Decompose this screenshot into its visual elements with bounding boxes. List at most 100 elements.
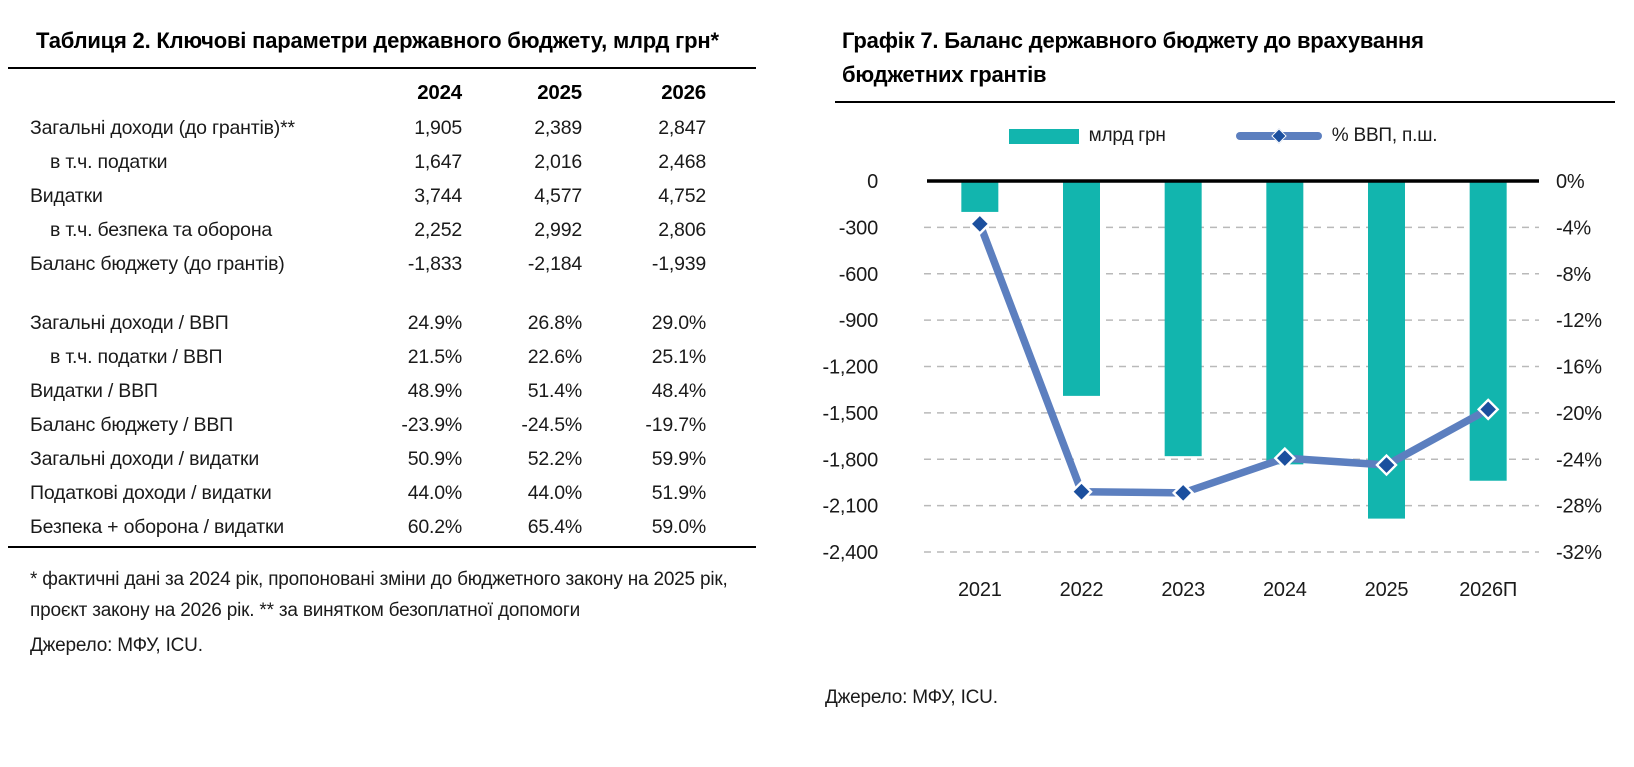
- row-value: 1,905: [414, 116, 462, 139]
- right-axis-tick: -28%: [1556, 496, 1602, 518]
- marker-2023: [1171, 481, 1195, 505]
- marker-2024: [1273, 446, 1297, 470]
- table-spacer-row: [8, 281, 756, 306]
- table-row: Видатки 3,744 4,577 4,752: [8, 179, 756, 213]
- table-source: Джерело: МФУ, ICU.: [30, 635, 203, 657]
- row-value: 1,647: [414, 150, 462, 173]
- table-panel: Таблиця 2. Ключові параметри державного …: [8, 10, 756, 676]
- marker-2025: [1375, 453, 1398, 477]
- table-header-year: 2026: [661, 81, 706, 105]
- row-value: -23.9%: [401, 413, 462, 436]
- marker-2026П: [1476, 398, 1500, 421]
- bar-2022: [1063, 181, 1100, 396]
- row-value: 4,577: [534, 184, 582, 207]
- right-axis-tick: -4%: [1556, 217, 1591, 239]
- left-axis-tick: 0: [867, 171, 878, 193]
- bar-2023: [1164, 181, 1202, 457]
- table-row: Баланс бюджету (до грантів) -1,833 -2,184 -…: [8, 247, 756, 281]
- budget-table: 2024 2025 2026 Загальні доходи (до грант…: [8, 75, 756, 544]
- table-row: в т.ч. податки / ВВП 21.5% 22.6% 25.1%: [8, 340, 756, 374]
- chart-title: Графік 7. Баланс державного бюджету до в…: [842, 28, 1424, 88]
- row-value: 26.8%: [527, 311, 582, 334]
- row-value: -19.7%: [645, 413, 706, 436]
- table-row: Загальні доходи / видатки 50.9% 52.2% 59.9%: [8, 442, 756, 476]
- left-axis-tick: -2,100: [822, 496, 878, 518]
- row-label: Загальні доходи / видатки: [30, 447, 260, 470]
- table-header-row: 2024 2025 2026: [8, 75, 756, 111]
- legend-label-line: % ВВП, п.ш.: [1331, 125, 1438, 147]
- row-value: 2,806: [658, 218, 706, 241]
- table-body: Загальні доходи (до грантів)** 1,905 2,389…: [8, 111, 756, 544]
- x-axis-label: 2023: [1161, 579, 1205, 601]
- right-axis-tick: -24%: [1556, 449, 1602, 471]
- row-value: -1,939: [651, 252, 706, 275]
- diamond-marker-icon: [1270, 128, 1287, 144]
- table-row: Безпека + оборона / видатки 60.2% 65.4% 59.…: [8, 510, 756, 544]
- budget-balance-chart: 0 0% -300 -4% -600 -8% -900 -12% -1,200 -16% -1,50…: [822, 171, 1602, 601]
- left-axis-tick: -900: [839, 310, 878, 332]
- x-axis-label: 2026П: [1459, 579, 1517, 601]
- row-value: 21.5%: [407, 345, 462, 368]
- bar-2024: [1266, 181, 1304, 465]
- right-axis-tick: -20%: [1556, 403, 1602, 425]
- row-value: 29.0%: [651, 311, 706, 334]
- table-header-year: 2024: [417, 81, 462, 105]
- row-value: 22.6%: [527, 345, 582, 368]
- bar-2026П: [1469, 181, 1507, 481]
- left-axis-tick: -300: [839, 217, 878, 239]
- row-value: 50.9%: [407, 447, 462, 470]
- row-value: 25.1%: [651, 345, 706, 368]
- row-value: 52.2%: [527, 447, 582, 470]
- row-label: Видатки: [30, 184, 103, 207]
- left-axis-tick: -1,200: [822, 357, 878, 379]
- row-value: 3,744: [414, 184, 462, 207]
- chart-top-rule: [835, 101, 1615, 104]
- row-value: 65.4%: [527, 515, 582, 538]
- chart-source: Джерело: МФУ, ICU.: [825, 687, 998, 708]
- row-value: -24.5%: [521, 413, 582, 436]
- row-value: 2,468: [658, 150, 706, 173]
- line-swatch-icon: [1235, 128, 1322, 144]
- row-value: -1,833: [407, 252, 462, 275]
- left-axis-tick: -1,500: [822, 403, 878, 425]
- table-row: Баланс бюджету / ВВП -23.9% -24.5% -19.7%: [8, 408, 756, 442]
- x-axis-label: 2021: [958, 579, 1002, 601]
- table-header-year: 2025: [537, 81, 582, 105]
- right-axis-tick: -8%: [1556, 264, 1591, 286]
- marker-2022: [1070, 480, 1093, 503]
- table-row: Загальні доходи / ВВП 24.9% 26.8% 29.0%: [8, 306, 756, 340]
- row-label: Податкові доходи / видатки: [30, 481, 272, 504]
- row-label: Видатки / ВВП: [30, 379, 158, 402]
- row-label: Безпека + оборона / видатки: [30, 515, 285, 538]
- marker-2021: [968, 212, 992, 236]
- legend-label-bars: млрд грн: [1088, 125, 1166, 147]
- right-axis-tick: -16%: [1556, 357, 1602, 379]
- row-label: Баланс бюджету / ВВП: [30, 413, 233, 436]
- table-row: в т.ч. безпека та оборона 2,252 2,992 2,806: [8, 213, 756, 247]
- row-value: 59.9%: [651, 447, 706, 470]
- table-footnote: * фактичні дані за 2024 рік, пропоновані…: [30, 569, 728, 622]
- row-value: 59.0%: [651, 515, 706, 538]
- left-axis-tick: -600: [839, 264, 878, 286]
- chart-panel: Графік 7. Баланс державного бюджету до в…: [820, 10, 1626, 708]
- row-value: 44.0%: [527, 481, 582, 504]
- row-value: 4,752: [658, 184, 706, 207]
- row-value: 51.9%: [651, 481, 706, 504]
- row-value: 48.4%: [651, 379, 706, 402]
- row-value: 51.4%: [527, 379, 582, 402]
- table-row: Податкові доходи / видатки 44.0% 44.0% 51.9…: [8, 476, 756, 510]
- right-axis-tick: 0%: [1556, 171, 1585, 193]
- row-label: Баланс бюджету (до грантів): [30, 252, 285, 275]
- row-value: 2,992: [534, 218, 582, 241]
- bar-2021: [961, 181, 999, 212]
- right-axis-tick: -32%: [1556, 542, 1602, 564]
- left-axis-tick: -2,400: [822, 542, 878, 564]
- row-label: в т.ч. податки / ВВП: [50, 345, 223, 368]
- x-axis-label: 2024: [1263, 579, 1307, 601]
- x-axis-label: 2025: [1365, 579, 1409, 601]
- row-value: 2,847: [658, 116, 706, 139]
- right-axis-tick: -12%: [1556, 310, 1602, 332]
- x-axis-label: 2022: [1060, 579, 1104, 601]
- row-value: 44.0%: [407, 481, 462, 504]
- gdp-line: [976, 220, 1492, 497]
